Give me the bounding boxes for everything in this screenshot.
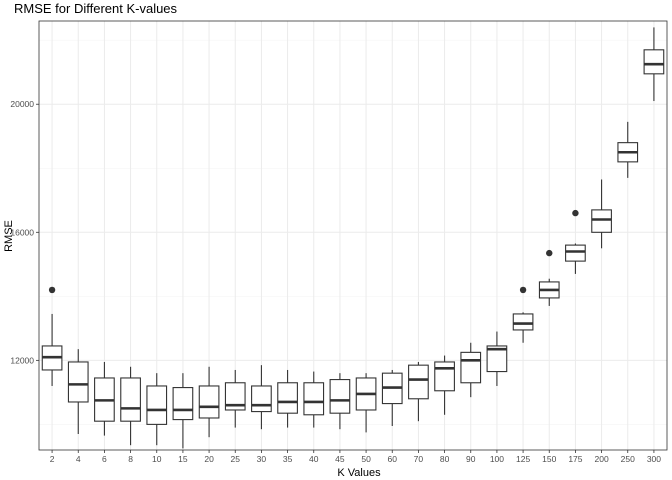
x-axis: 2 4 6 8 10 15 20 25 30 35 40 45 50 60 70 80 90 100 125 150 1… — [50, 450, 661, 464]
iqr-box — [172, 387, 194, 421]
outlier-point — [546, 249, 553, 257]
box-k-100 — [486, 331, 508, 386]
box-k-15 — [172, 373, 194, 449]
box-series — [41, 27, 665, 449]
chart-title: RMSE for Different K-values — [14, 1, 178, 16]
outlier-point — [48, 286, 56, 294]
x-tick-label: 125 — [516, 454, 530, 464]
x-tick-label: 4 — [76, 454, 81, 464]
panel-border — [38, 20, 668, 451]
iqr-box — [329, 379, 351, 414]
box-k-4 — [67, 349, 89, 434]
x-tick-label: 20 — [204, 454, 214, 464]
x-tick-label: 60 — [388, 454, 398, 464]
box-k-10 — [146, 373, 168, 446]
x-tick-label: 90 — [466, 454, 476, 464]
x-tick-label: 175 — [568, 454, 582, 464]
y-tick-label: 20000 — [10, 99, 34, 109]
box-k-300 — [643, 27, 665, 102]
panel-background — [39, 21, 667, 450]
x-tick-label: 150 — [542, 454, 556, 464]
iqr-box — [224, 382, 246, 411]
box-k-200 — [591, 179, 612, 249]
y-axis: 12000 16000 20000 — [10, 99, 39, 365]
x-tick-label: 15 — [178, 454, 188, 464]
box-k-45 — [329, 373, 351, 430]
box-k-175 — [565, 209, 586, 274]
box-k-30 — [251, 365, 272, 430]
box-k-50 — [355, 373, 377, 433]
x-tick-label: 30 — [257, 454, 267, 464]
iqr-box — [434, 361, 455, 392]
iqr-box — [460, 351, 482, 384]
iqr-box — [512, 313, 534, 331]
box-k-35 — [277, 369, 298, 428]
box-k-70 — [408, 361, 429, 422]
plot-panel — [38, 20, 668, 451]
iqr-box — [198, 385, 220, 419]
x-tick-label: 100 — [490, 454, 504, 464]
outlier-point — [572, 209, 579, 217]
x-tick-label: 10 — [152, 454, 162, 464]
x-tick-label: 200 — [594, 454, 608, 464]
iqr-box — [251, 385, 272, 413]
iqr-box — [565, 244, 586, 262]
iqr-box — [643, 49, 665, 75]
x-tick-label: 2 — [50, 454, 55, 464]
box-k-20 — [198, 366, 220, 438]
box-k-80 — [434, 355, 455, 415]
y-axis-title: RMSE — [3, 220, 15, 252]
y-tick-label: 16000 — [10, 227, 34, 237]
x-tick-label: 45 — [335, 454, 345, 464]
x-tick-label: 300 — [647, 454, 661, 464]
iqr-box — [303, 382, 325, 416]
box-k-250 — [617, 121, 639, 178]
iqr-box — [67, 361, 89, 403]
box-k-40 — [303, 371, 325, 428]
box-k-8 — [120, 366, 141, 446]
box-k-25 — [224, 369, 246, 428]
x-tick-label: 40 — [309, 454, 319, 464]
x-tick-label: 50 — [361, 454, 371, 464]
iqr-box — [408, 364, 429, 400]
box-k-2 — [41, 286, 63, 386]
x-tick-label: 70 — [414, 454, 424, 464]
box-k-6 — [94, 361, 115, 436]
x-axis-title: K Values — [337, 467, 381, 479]
x-tick-label: 250 — [621, 454, 635, 464]
box-k-90 — [460, 342, 482, 398]
box-k-150 — [538, 249, 560, 306]
iqr-box — [277, 382, 298, 414]
box-k-60 — [381, 369, 403, 426]
iqr-box — [486, 345, 508, 373]
iqr-box — [591, 209, 612, 233]
x-tick-label: 6 — [102, 454, 107, 464]
iqr-box — [146, 385, 168, 425]
iqr-box — [120, 377, 141, 422]
box-k-125 — [512, 286, 534, 343]
y-tick-label: 12000 — [10, 355, 34, 365]
x-tick-label: 35 — [283, 454, 293, 464]
outlier-point — [519, 286, 527, 294]
minor-gridlines — [39, 39, 667, 425]
x-tick-label: 25 — [231, 454, 241, 464]
x-tick-label: 8 — [128, 454, 133, 464]
x-tick-label: 80 — [440, 454, 450, 464]
